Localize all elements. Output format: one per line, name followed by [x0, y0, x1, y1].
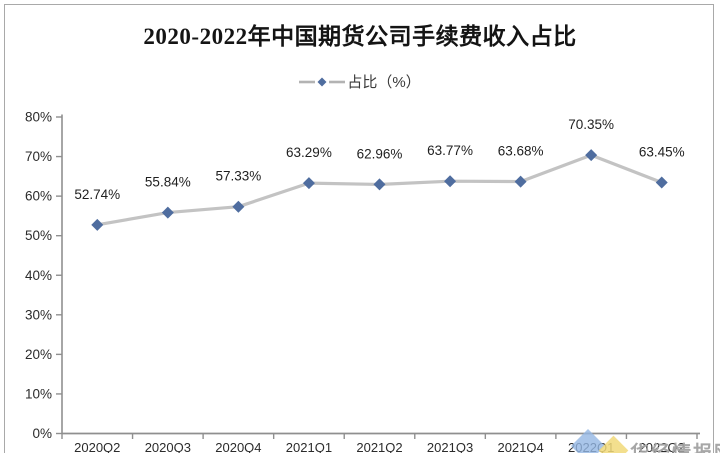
x-tick-label: 2021Q1: [286, 440, 332, 453]
y-tick-label: 20%: [25, 347, 52, 362]
legend-line-marker-icon: [299, 77, 346, 86]
y-tick-label: 10%: [25, 386, 52, 401]
chart-title: 2020-2022年中国期货公司手续费收入占比: [143, 24, 577, 49]
y-tick-label: 80%: [25, 110, 52, 125]
y-tick-label: 60%: [25, 189, 52, 204]
data-point-label: 63.77%: [427, 143, 473, 158]
data-point-marker: [655, 176, 668, 189]
data-point-marker: [161, 206, 174, 219]
x-tick-label: 2020Q4: [215, 440, 261, 453]
data-point-marker: [302, 177, 315, 190]
data-point-label: 63.68%: [498, 144, 544, 159]
data-point-marker: [91, 218, 104, 231]
x-tick-label: 2021Q3: [427, 440, 473, 453]
x-tick-label: 2020Q2: [74, 440, 120, 453]
data-point-marker: [514, 175, 527, 188]
data-point-label: 55.84%: [145, 175, 191, 190]
legend-diamond-icon: [317, 77, 327, 86]
y-tick-label: 0%: [32, 426, 52, 441]
x-tick-label: 2021Q2: [356, 440, 402, 453]
x-tick-label: 2020Q3: [145, 440, 191, 453]
y-tick-label: 40%: [25, 268, 52, 283]
data-point-label: 52.74%: [74, 187, 120, 202]
x-tick-label: 2021Q4: [497, 440, 543, 453]
x-tick-label: 2022Q1: [568, 440, 614, 453]
legend: 占比（%）: [0, 71, 720, 92]
y-tick-label: 70%: [25, 149, 52, 164]
data-point-label: 63.29%: [286, 145, 332, 160]
data-point-label: 62.96%: [357, 146, 403, 161]
y-tick-label: 30%: [25, 307, 52, 322]
data-point-label: 70.35%: [568, 117, 614, 132]
data-point-marker: [373, 178, 386, 191]
data-point-label: 63.45%: [639, 144, 685, 159]
y-tick-label: 50%: [25, 228, 52, 243]
data-point-marker: [444, 175, 457, 188]
x-tick-label: 2022Q2: [639, 440, 685, 453]
data-point-label: 57.33%: [215, 169, 261, 184]
data-point-marker: [585, 149, 598, 162]
data-point-marker: [232, 200, 245, 213]
legend-series-label: 占比（%）: [347, 74, 421, 91]
